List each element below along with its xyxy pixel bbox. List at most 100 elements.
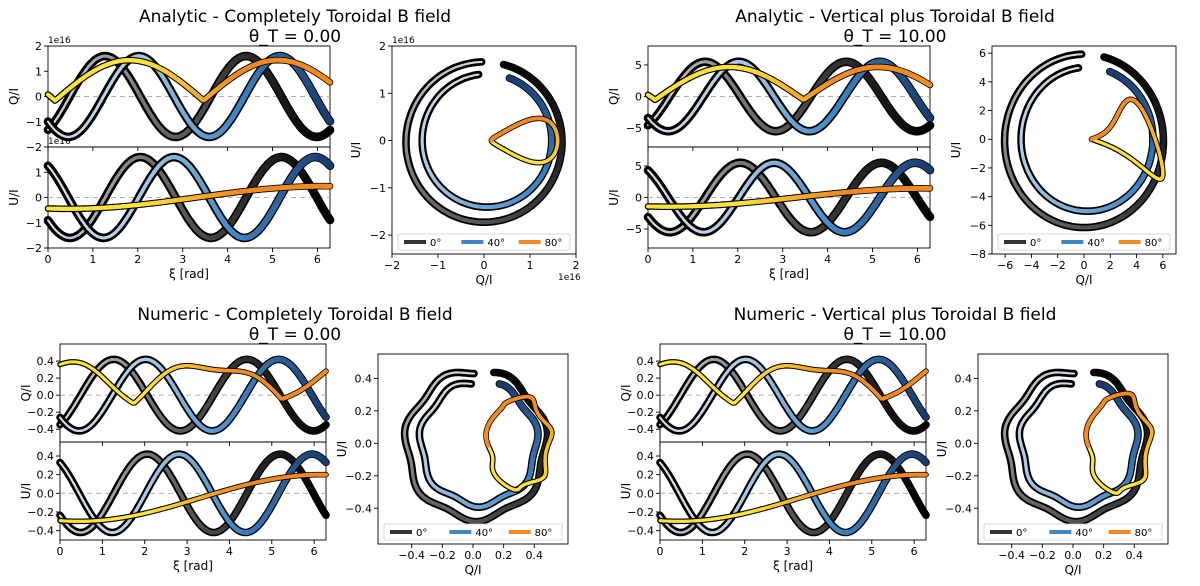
ytick-label: −8 (970, 248, 986, 261)
series-40deg-Q-segment (924, 112, 934, 122)
series-80deg-Q-segment (325, 78, 333, 85)
ytick-label: 0.0 (37, 487, 55, 500)
ytick-label: −0.2 (27, 506, 54, 519)
ytick-label: 1 (379, 87, 386, 100)
left-bottom-ylabel: U/I (619, 483, 633, 499)
xtick-label: 0 (45, 253, 52, 266)
ytick-label: −0.2 (345, 470, 372, 483)
ytick-label: 0 (635, 91, 642, 104)
ytick-label: 0.0 (637, 389, 655, 402)
xtick-label: 4 (826, 545, 833, 558)
panel-subtitle: θ_T = 0.00 (249, 27, 341, 47)
xtick-label: 4 (226, 545, 233, 558)
panel-2: Analytic - Vertical plus Toroidal B fiel… (607, 7, 1177, 287)
xtick-label: 1 (689, 253, 696, 266)
xtick-label: 6 (314, 253, 321, 266)
xtick-label: −2 (384, 259, 400, 272)
left-top-ylabel: Q/I (619, 384, 633, 401)
xtick-label: 1 (527, 259, 534, 272)
ytick-label: 0.0 (637, 487, 655, 500)
xtick-label: 1 (89, 253, 96, 266)
ytick-label: 0 (979, 133, 986, 146)
ytick-label: 0.4 (355, 372, 373, 385)
xtick-label: 1 (699, 545, 706, 558)
xtick-label: −6 (997, 259, 1013, 272)
ytick-label: 0 (35, 91, 42, 104)
ytick-label: 2 (379, 40, 386, 53)
series-40deg-U (56, 450, 330, 537)
xtick-label: −0.2 (429, 549, 456, 562)
ytick-label: 6 (979, 47, 986, 60)
series-0deg-U-segment (321, 509, 329, 519)
series-0deg-Q-segment (924, 121, 934, 131)
right-xlabel: Q/I (475, 273, 492, 287)
ytick-label: −1 (370, 182, 386, 195)
legend-box (397, 233, 571, 251)
xtick-label: 0.4 (526, 549, 544, 562)
right-xlabel: Q/I (1075, 273, 1092, 287)
qu-loop-80deg (1088, 96, 1166, 182)
qu-loop-40deg (415, 379, 542, 511)
left-top-axes: −0.4 −0.2 0.0 0.2 0.4 (27, 343, 327, 446)
ytick-label: 2 (35, 40, 42, 53)
right-ylabel: U/I (949, 142, 963, 158)
ytick-label: 0 (379, 135, 386, 148)
ytick-label: −0.2 (627, 506, 654, 519)
panel-1: Analytic - Completely Toroidal B fieldθ_… (7, 7, 581, 287)
xtick-label: −2 (1050, 259, 1066, 272)
legend-box (383, 523, 563, 541)
ytick-label: −1 (26, 217, 42, 230)
xtick-label: 6 (311, 545, 318, 558)
ytick-label: 0.2 (637, 469, 655, 482)
xtick-label: 2 (734, 253, 741, 266)
series-0deg-Q-segment (324, 126, 334, 136)
qu-loop-40deg-segment (506, 75, 515, 82)
xtick-label: −0.4 (398, 549, 425, 562)
legend-label: 80° (545, 238, 563, 249)
left-bottom-axes-frame (59, 441, 327, 541)
ytick-label: 1 (35, 65, 42, 78)
ytick-label: −0.4 (627, 423, 654, 436)
left-bottom-axes-frame (659, 441, 927, 541)
series-40deg-U-segment (924, 165, 934, 174)
xtick-label: −4 (1023, 259, 1039, 272)
panel-4: Numeric - Vertical plus Toroidal B field… (619, 305, 1169, 577)
qu-loop-80deg (483, 393, 555, 493)
ytick-label: −2 (26, 141, 42, 154)
series-80deg-U (57, 471, 329, 525)
series-0deg-U-segment (924, 211, 934, 221)
qu-loop-40deg-segment (1106, 68, 1116, 76)
left-bottom-ylabel: U/I (607, 189, 621, 205)
ytick-label: 2 (979, 105, 986, 118)
ytick-label: −1 (26, 116, 42, 129)
panel-title: Analytic - Completely Toroidal B field (139, 7, 451, 27)
xtick-label: 3 (179, 253, 186, 266)
legend: 0° 40° 80° (383, 523, 563, 541)
xtick-label: 2 (134, 253, 141, 266)
left-xlabel: ξ [rad] (169, 267, 209, 281)
legend-label: 80° (535, 528, 553, 539)
xtick-label: 6 (911, 545, 918, 558)
ytick-label: 0.4 (37, 450, 55, 463)
xtick-label: 3 (784, 545, 791, 558)
ytick-label: 0.2 (355, 405, 373, 418)
series-80deg-Q-segment (322, 369, 328, 375)
ytick-label: 0.2 (637, 372, 655, 385)
left-top-ylabel: Q/I (19, 384, 33, 401)
qu-loop-80deg (488, 115, 561, 166)
right-qu-axes: −8 −6 −4 −2 0 2 4 6 −6 −4 −2 0 2 4 6 (970, 45, 1177, 272)
right-qu-axes: −2 −1 0 1 2 −2 −1 0 1 2 (370, 40, 580, 272)
xtick-label: 0 (481, 259, 488, 272)
right-ylabel: U/I (335, 441, 349, 457)
legend: 0° 40° 80° (997, 233, 1171, 251)
left-bottom-axes: −0.4 −0.2 0.0 0.2 0.4 0 1 2 3 4 5 6 (627, 441, 927, 558)
qu-loop-0deg-segment (500, 61, 510, 69)
right-qu-axes: −0.4 −0.2 0.0 0.2 0.4 −0.4 −0.2 0.0 0.2 0.4 (345, 353, 569, 562)
series-0deg-Q-segment (321, 421, 329, 430)
xtick-label: 4 (224, 253, 231, 266)
ytick-label: −0.4 (627, 525, 654, 538)
left-top-multiplier: 1e16 (48, 36, 71, 46)
series-40deg-Q (56, 355, 330, 435)
panel-title: Analytic - Vertical plus Toroidal B fiel… (735, 7, 1055, 27)
panel-title: Numeric - Completely Toroidal B field (137, 305, 452, 325)
